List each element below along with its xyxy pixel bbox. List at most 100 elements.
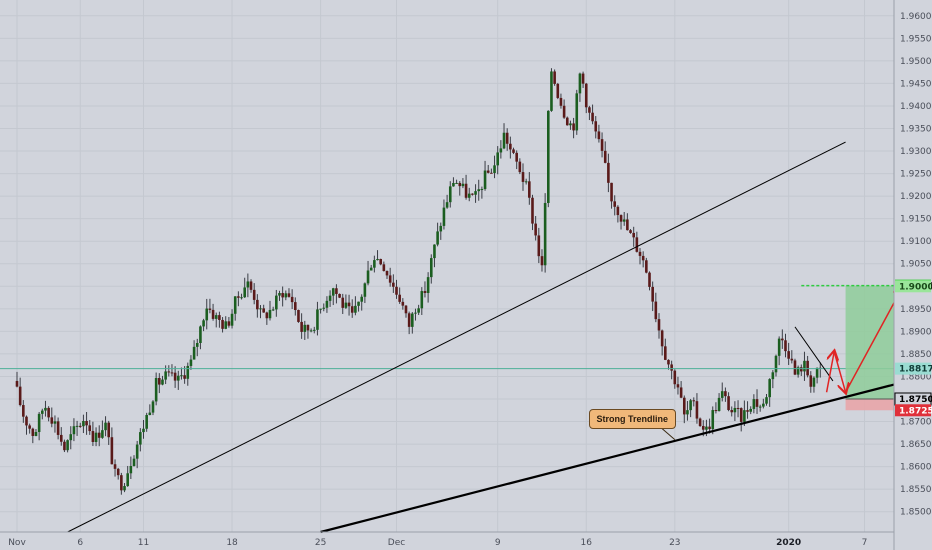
candle-up: [550, 71, 553, 111]
candle-down: [28, 425, 31, 429]
candle-down: [281, 293, 284, 298]
candle-up: [72, 426, 76, 435]
candle-down: [85, 420, 88, 426]
candle-down: [800, 367, 803, 372]
candle-up: [66, 440, 69, 451]
candle-up: [101, 430, 104, 438]
candle-down: [670, 364, 673, 371]
candle-down: [15, 380, 19, 387]
candle-down: [249, 281, 253, 290]
candle-up: [199, 326, 202, 344]
candle-up: [322, 307, 326, 309]
candle-down: [781, 338, 784, 341]
candle-down: [395, 286, 398, 295]
price-tag-label: 1.87500: [899, 395, 932, 405]
candle-down: [809, 375, 813, 387]
candle-up: [37, 413, 41, 433]
candle-down: [727, 396, 730, 411]
candle-up: [524, 181, 528, 183]
candle-up: [357, 301, 360, 306]
candle-down: [211, 309, 215, 319]
candle-up: [812, 377, 816, 387]
candle-up: [366, 270, 370, 284]
candle-down: [50, 417, 54, 424]
candle-up: [129, 465, 133, 474]
candle-down: [252, 289, 256, 300]
candle-up: [195, 343, 199, 347]
price-tag-label: 1.90000: [899, 282, 932, 292]
candle-up: [474, 191, 477, 195]
candle-up: [717, 397, 721, 412]
candle-down: [88, 425, 92, 432]
candle-down: [91, 431, 95, 442]
candle-up: [711, 410, 715, 430]
candle-up: [325, 300, 329, 308]
candle-up: [686, 410, 689, 415]
trendline-short-down[interactable]: [794, 326, 834, 382]
candle-up: [448, 186, 452, 203]
candle-up: [483, 170, 487, 190]
candle-up: [777, 338, 781, 356]
candle-down: [739, 408, 743, 422]
candle-down: [347, 302, 351, 307]
candle-down: [490, 172, 493, 174]
candle-up: [762, 403, 765, 407]
candle-up: [689, 400, 692, 411]
x-tick-label: 18: [226, 538, 238, 548]
candle-down: [256, 299, 259, 310]
stop-zone[interactable]: [845, 399, 897, 411]
candle-down: [701, 426, 705, 430]
price-axis[interactable]: [894, 0, 932, 550]
candle-up: [622, 219, 626, 222]
candle-down: [793, 360, 797, 375]
candle-up: [376, 258, 379, 261]
candle-down: [388, 275, 392, 283]
candle-up: [445, 202, 449, 208]
candle-down: [401, 301, 405, 306]
trendline-strong[interactable]: [320, 366, 932, 534]
candle-up: [243, 287, 246, 298]
projection-arrow[interactable]: [844, 287, 903, 393]
candle-up: [461, 183, 465, 187]
x-tick-label: 7: [862, 538, 868, 548]
candle-down: [59, 434, 63, 442]
candle-up: [436, 231, 439, 245]
y-tick-label: 1.90500: [900, 260, 932, 270]
candle-down: [287, 293, 291, 297]
candle-down: [518, 161, 522, 173]
candle-up: [749, 408, 752, 412]
candle-down: [31, 428, 35, 436]
candle-down: [521, 172, 525, 182]
candle-down: [25, 416, 28, 426]
candle-up: [148, 412, 152, 415]
y-tick-label: 1.89000: [900, 327, 932, 337]
candle-up: [312, 329, 316, 331]
candle-down: [784, 340, 787, 352]
candle-down: [667, 359, 670, 365]
candle-up: [455, 182, 458, 184]
projection-arrow[interactable]: [833, 351, 845, 393]
candle-down: [18, 386, 22, 406]
candle-down: [635, 237, 639, 252]
candle-up: [360, 296, 364, 302]
candle-up: [278, 293, 281, 296]
candle-down: [603, 150, 607, 163]
candle-down: [695, 401, 699, 419]
candle-up: [328, 295, 332, 301]
candle-up: [123, 486, 126, 491]
candle-up: [344, 302, 348, 308]
candle-up: [104, 422, 107, 431]
candle-up: [214, 315, 218, 319]
candle-up: [180, 375, 183, 377]
target-zone[interactable]: [845, 285, 897, 399]
candle-down: [787, 351, 790, 359]
projection-arrow[interactable]: [825, 352, 835, 393]
candle-up: [331, 288, 335, 296]
candle-up: [82, 420, 85, 427]
trendline-lower-thin[interactable]: [67, 141, 846, 533]
candle-up: [316, 309, 319, 330]
candle-down: [515, 152, 518, 162]
x-tick-label: 25: [315, 538, 326, 548]
candle-up: [186, 365, 190, 379]
